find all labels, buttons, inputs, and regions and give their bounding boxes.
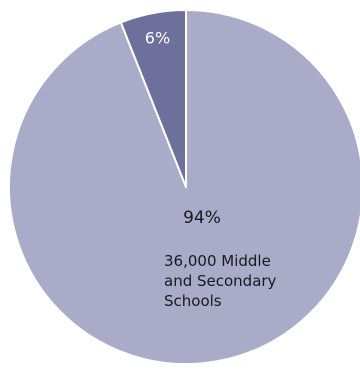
slice-description-line-1: 36,000 Middle [164, 252, 271, 270]
pie-slice-6-percent [119, 9, 187, 188]
pie-slices [8, 9, 360, 365]
slice-description-line-2: and Secondary [164, 272, 277, 290]
pie-slice-94-percent [8, 9, 360, 365]
slice-label-large: 94% [183, 208, 221, 228]
slice-description-line-3: Schools [164, 292, 222, 310]
slice-label-small: 6% [145, 29, 170, 48]
pie-labels: 6% 94% 36,000 Middle and Secondary Schools [145, 29, 277, 311]
